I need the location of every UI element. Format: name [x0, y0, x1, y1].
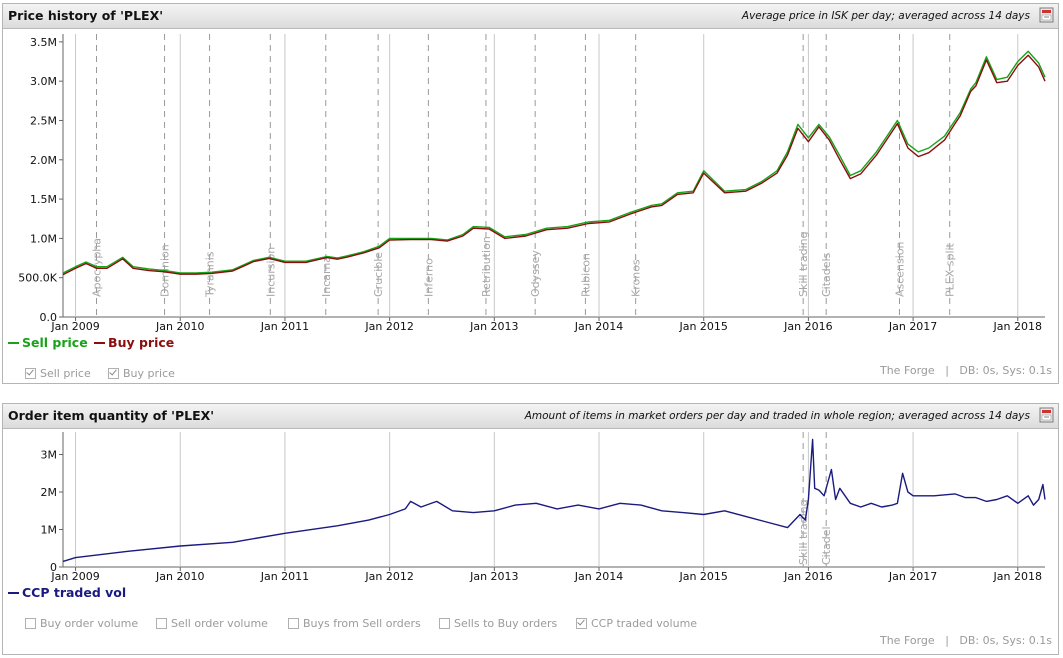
checkbox-box[interactable]: [439, 618, 450, 629]
x-tick-label: Jan 2014: [574, 570, 623, 583]
y-tick-label: 1M: [41, 524, 58, 537]
event-label: Retribution: [480, 236, 493, 297]
y-tick-label: 3.5M: [30, 36, 57, 49]
price-history-panel: Price history of 'PLEX' Average price in…: [2, 3, 1059, 384]
x-tick-label: Jan 2011: [260, 320, 309, 333]
event-label: Skill trading: [797, 499, 810, 565]
event-label: Citadels: [820, 252, 833, 297]
y-tick-label: 2M: [41, 486, 58, 499]
checkbox-label: Buy order volume: [40, 617, 139, 630]
x-tick-label: Jan 2013: [469, 570, 518, 583]
price-series-line: [62, 54, 1046, 276]
checkbox-box[interactable]: [108, 368, 119, 379]
price-panel-title: Price history of 'PLEX': [8, 8, 164, 23]
legend-traded: CCP traded vol: [22, 585, 127, 600]
timing-label: DB: 0s, Sys: 0.1s: [959, 634, 1052, 647]
price-panel-header: Price history of 'PLEX' Average price in…: [3, 4, 1058, 29]
price-footer-info: The Forge | DB: 0s, Sys: 0.1s: [880, 364, 1052, 377]
event-label: Kronos: [630, 259, 643, 297]
y-tick-label: 3M: [41, 449, 58, 462]
volume-legend: CCP traded vol: [8, 585, 126, 600]
x-tick-label: Jan 2017: [888, 570, 937, 583]
x-tick-label: Jan 2017: [888, 320, 937, 333]
x-tick-label: Jan 2016: [783, 570, 832, 583]
separator: |: [945, 634, 949, 647]
sell-price-checkbox[interactable]: Sell price: [25, 367, 91, 380]
buys-from-sell-orders-checkbox[interactable]: Buys from Sell orders: [288, 617, 421, 630]
volume-panel-subtitle: Amount of items in market orders per day…: [524, 410, 1030, 422]
x-tick-label: Jan 2015: [678, 320, 727, 333]
buy-order-volume-checkbox[interactable]: Buy order volume: [25, 617, 138, 630]
separator: |: [945, 364, 949, 377]
y-tick-label: 0.0: [40, 311, 58, 324]
x-tick-label: Jan 2009: [50, 320, 99, 333]
buy-price-checkbox[interactable]: Buy price: [108, 367, 175, 380]
volume-chart: 0 1M 2M 3M Jan 2009 Jan 2010 Jan 2011 Jan 2012 J…: [41, 432, 1046, 583]
y-tick-label: 0: [50, 561, 57, 574]
event-label: Ascension: [893, 241, 906, 297]
y-tick-label: 1.0M: [30, 232, 57, 245]
y-tick-label: 500.0K: [18, 272, 57, 285]
volume-footer-info: The Forge | DB: 0s, Sys: 0.1s: [880, 634, 1052, 647]
event-label: Tyrannis: [204, 251, 217, 298]
checkbox-box[interactable]: [25, 618, 36, 629]
x-tick-label: Jan 2015: [678, 570, 727, 583]
volume-series-line: [62, 438, 1046, 563]
price-chart: 0.0 500.0K 1.0M 1.5M 2.0M 2.5M 3.0M 3.5M Jan 200…: [18, 34, 1046, 333]
event-label: Crucible: [372, 252, 385, 297]
x-tick-label: Jan 2012: [364, 570, 413, 583]
sells-to-buy-orders-checkbox[interactable]: Sells to Buy orders: [439, 617, 557, 630]
x-tick-label: Jan 2018: [993, 320, 1042, 333]
event-label: Incursion: [264, 247, 277, 297]
event-label: Citadel: [820, 526, 833, 565]
checkbox-label: Buys from Sell orders: [303, 617, 421, 630]
y-tick-label: 3.0M: [30, 75, 57, 88]
checkbox-label: Sells to Buy orders: [454, 617, 558, 630]
event-label: Skill trading: [797, 231, 810, 297]
order-quantity-panel: Order item quantity of 'PLEX' Amount of …: [2, 403, 1059, 655]
event-label: Incarna: [320, 256, 333, 297]
price-legend: Sell price Buy price: [8, 335, 174, 350]
x-tick-label: Jan 2012: [364, 320, 413, 333]
event-label: Odyssey: [529, 250, 542, 297]
volume-panel-title: Order item quantity of 'PLEX': [8, 408, 215, 423]
export-icon[interactable]: [1039, 7, 1054, 23]
sell-order-volume-checkbox[interactable]: Sell order volume: [156, 617, 268, 630]
price-panel-subtitle: Average price in ISK per day; averaged a…: [741, 10, 1030, 22]
ccp-traded-volume-checkbox[interactable]: CCP traded volume: [576, 617, 697, 630]
event-label: Rubicon: [579, 253, 592, 297]
price-series-line: [62, 50, 1046, 274]
legend-sell: Sell price: [8, 335, 88, 350]
x-tick-label: Jan 2010: [155, 570, 204, 583]
y-tick-label: 2.0M: [30, 154, 57, 167]
x-tick-label: Jan 2009: [50, 570, 99, 583]
y-tick-label: 1.5M: [30, 193, 57, 206]
volume-panel-header: Order item quantity of 'PLEX' Amount of …: [3, 404, 1058, 429]
event-label: Apocrypha: [91, 238, 104, 297]
x-tick-label: Jan 2016: [783, 320, 832, 333]
checkbox-label: Sell order volume: [171, 617, 268, 630]
region-label: The Forge: [879, 364, 935, 377]
checkbox-label: CCP traded volume: [591, 617, 698, 630]
checkbox-box[interactable]: [156, 618, 167, 629]
legend-buy: Buy price: [94, 335, 174, 350]
x-tick-label: Jan 2018: [993, 570, 1042, 583]
timing-label: DB: 0s, Sys: 0.1s: [959, 364, 1052, 377]
x-tick-label: Jan 2014: [574, 320, 623, 333]
event-label: Inferno: [422, 258, 435, 297]
checkbox-box[interactable]: [25, 368, 36, 379]
checkbox-label: Buy price: [123, 367, 175, 380]
checkbox-label: Sell price: [40, 367, 91, 380]
export-icon[interactable]: [1039, 407, 1054, 423]
checkbox-box[interactable]: [576, 618, 587, 629]
region-label: The Forge: [879, 634, 935, 647]
x-tick-label: Jan 2010: [155, 320, 204, 333]
x-tick-label: Jan 2011: [260, 570, 309, 583]
x-tick-label: Jan 2013: [469, 320, 518, 333]
y-tick-label: 2.5M: [30, 114, 57, 127]
checkbox-box[interactable]: [288, 618, 299, 629]
event-label: PLEX split: [944, 242, 957, 297]
